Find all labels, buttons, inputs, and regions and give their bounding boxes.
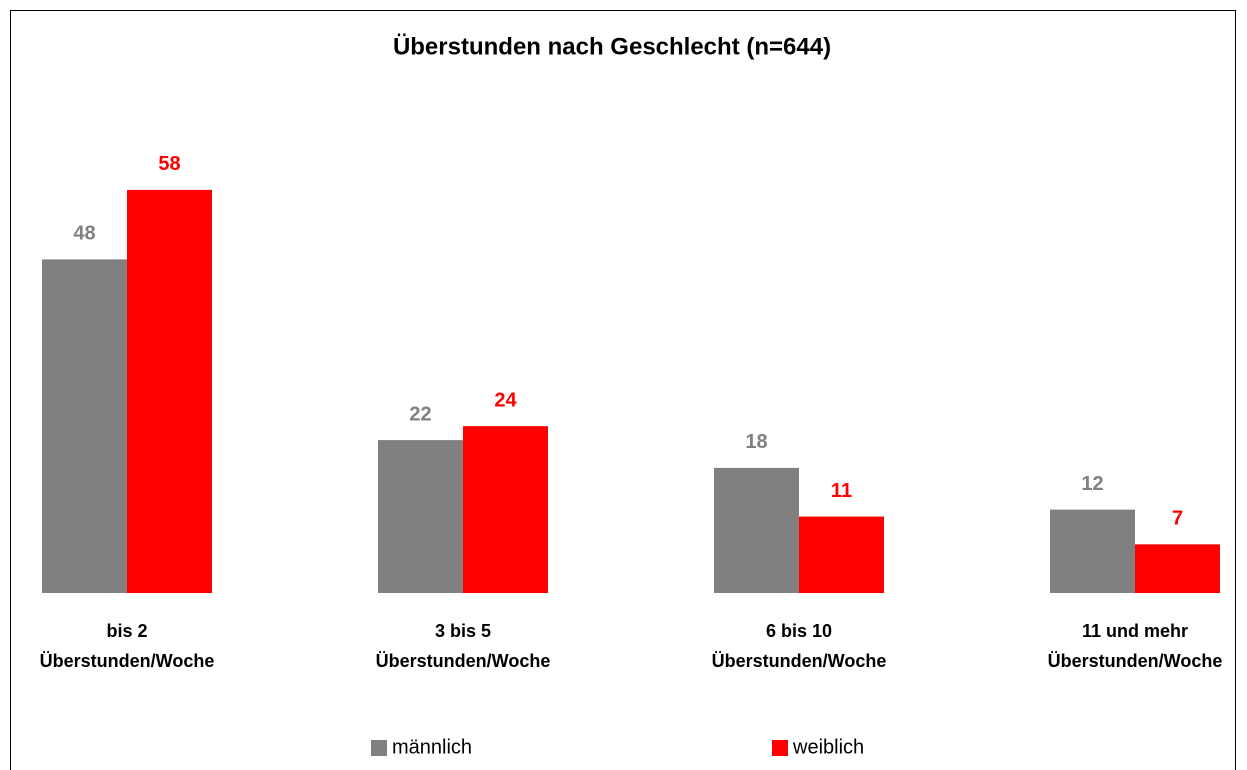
x-tick-label: bis 2 (106, 621, 147, 641)
x-tick-label: Überstunden/Woche (1048, 651, 1223, 671)
bar (378, 440, 463, 593)
bar (799, 516, 884, 593)
value-label: 12 (1081, 473, 1103, 495)
legend-label: weiblich (792, 736, 864, 758)
value-label: 22 (409, 403, 431, 425)
legend-label: männlich (392, 736, 472, 758)
chart-frame (10, 10, 1236, 770)
bar (1135, 544, 1220, 593)
value-label: 18 (745, 431, 767, 453)
bar (463, 426, 548, 593)
value-label: 24 (494, 389, 517, 411)
x-tick-label: Überstunden/Woche (376, 651, 551, 671)
x-tick-label: Überstunden/Woche (40, 651, 215, 671)
legend-swatch (772, 740, 788, 756)
value-label: 7 (1172, 508, 1183, 530)
x-tick-label: 6 bis 10 (766, 621, 832, 641)
x-tick-label: 11 und mehr (1082, 621, 1188, 641)
bar (1050, 509, 1135, 593)
x-tick-label: 3 bis 5 (435, 621, 491, 641)
bar (714, 467, 799, 593)
value-label: 48 (73, 223, 95, 245)
x-tick-label: Überstunden/Woche (712, 651, 887, 671)
legend-swatch (371, 740, 387, 756)
chart-title: Überstunden nach Geschlecht (n=644) (393, 33, 831, 60)
bar (127, 189, 212, 593)
value-label: 11 (831, 480, 852, 502)
bar (42, 259, 127, 593)
value-label: 58 (158, 153, 180, 175)
